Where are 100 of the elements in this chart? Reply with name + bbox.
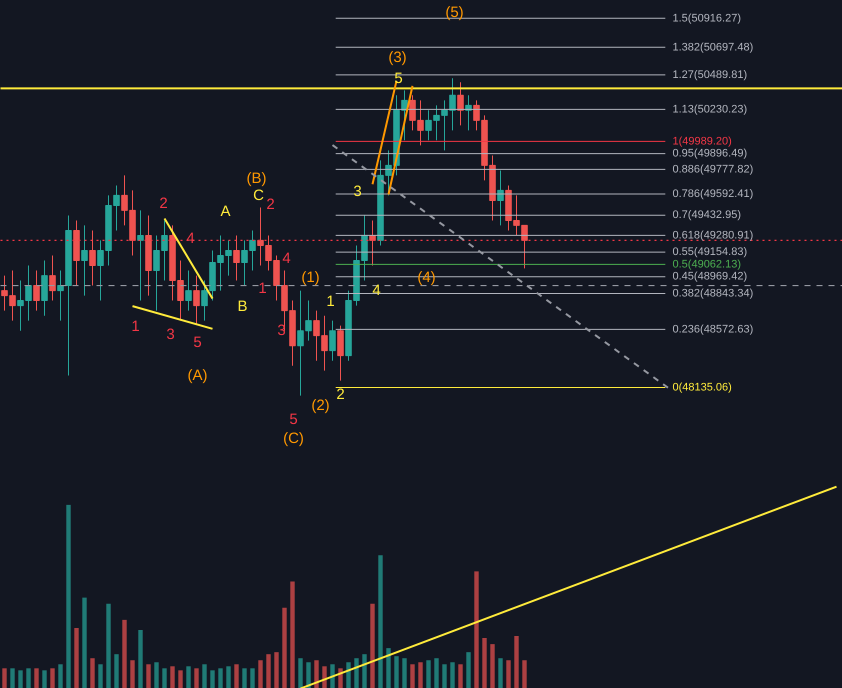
annotation: 4 [282,250,291,267]
bar [434,658,439,688]
bar [50,668,55,688]
candlestick [193,275,200,324]
bar [282,608,287,688]
bar [202,664,207,688]
candlestick [233,235,240,282]
ref-line-label: 0.886(49777.82) [672,163,754,176]
bar [82,598,87,688]
candlestick [81,224,88,296]
bar [466,652,471,688]
bar [418,662,423,688]
bar [258,660,263,688]
bar [506,660,511,688]
candlestick [497,170,504,226]
candlestick [457,82,464,126]
ref-line-label: 0.45(48969.42) [672,270,748,283]
candlestick [49,255,56,302]
annotation: (1) [301,269,320,286]
bar [482,638,487,688]
candlestick [185,270,192,312]
bar [2,668,7,688]
bar [226,666,231,688]
ref-line-label: 0.7(49432.95) [672,209,741,222]
ref-line-label: 1(49989.20) [672,135,732,148]
annotation: 5 [289,411,298,428]
bar [42,670,47,688]
annotation: 2 [266,196,275,213]
bar [58,664,63,688]
ref-line-label: 0.786(49592.41) [672,188,754,200]
annotation: 3 [166,326,175,343]
annotation: (A) [188,367,208,384]
annotation: A [220,203,231,220]
bar [170,666,175,688]
bar [394,656,399,688]
bar [162,668,167,688]
annotation: B [238,298,248,315]
bar [10,668,15,688]
bar [218,668,223,688]
annotation: 2 [336,386,345,403]
bar [410,664,415,688]
annotation: C [253,187,264,204]
bar [514,636,519,688]
bar [178,670,183,688]
bar [154,662,159,688]
bar [266,654,271,688]
bar [298,658,303,688]
ref-line-label: 1.382(50697.48) [672,41,754,54]
bar [122,620,127,688]
ref-line-label: 0.236(48572.63) [672,323,754,336]
ref-line-label: 0.382(48843.34) [672,287,754,300]
bar [138,630,143,688]
candlestick [89,230,96,286]
bar [402,658,407,688]
annotation: (C) [283,430,304,447]
bar [490,644,495,688]
candlestick [329,320,336,362]
ref-line-label: 1.13(50230.23) [672,103,748,116]
ref-line-label: 0(48135.06) [672,382,732,394]
ref-line-label: 0.55(49154.83) [672,246,748,258]
ref-line-label: 1.27(50489.81) [672,68,748,81]
bar [130,660,135,688]
annotation: (B) [246,170,266,187]
annotation: 5 [394,70,403,87]
bar [234,664,239,688]
ref-line-label: 0.618(49280.91) [672,229,754,242]
bar [74,628,79,688]
candlestick [57,270,64,322]
bar [146,664,151,688]
bar [114,654,119,688]
annotation: 1 [131,318,140,335]
bar [66,504,71,688]
bar [290,582,295,688]
bar [186,666,191,688]
annotation: 1 [258,280,267,297]
annotation: 1 [326,293,335,310]
ref-line-label: 0.5(49062.13) [672,258,741,270]
bar [18,670,23,688]
annotation: (3) [388,49,407,66]
annotation: 5 [193,334,202,351]
bar [194,668,199,688]
bar [442,664,447,688]
bar [450,662,455,688]
candlestick [33,270,40,312]
bar [274,652,279,688]
bar [90,658,95,688]
ref-line-label: 1.5(50916.27) [672,12,741,24]
annotation: (5) [445,4,464,21]
annotation: 2 [159,195,168,212]
annotation: 3 [277,322,286,339]
candlestick [201,280,208,322]
bar [34,668,39,688]
bar [242,668,247,688]
bar [426,660,431,688]
annotation: (2) [311,397,330,414]
bar [522,660,527,688]
bar [210,670,215,688]
ref-line-label: 0.95(49896.49) [672,148,748,160]
bar [458,664,463,688]
bar [26,668,31,688]
